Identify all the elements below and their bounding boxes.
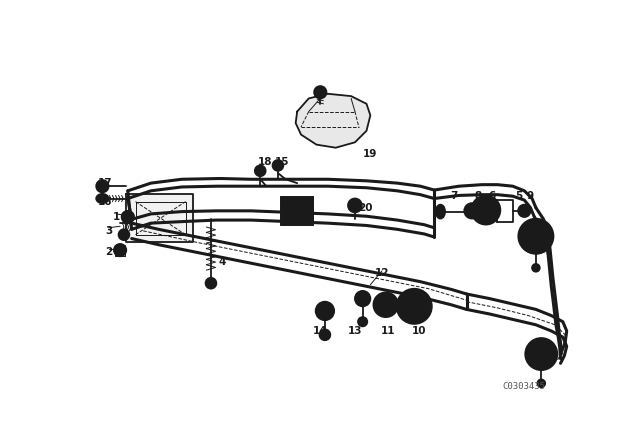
Text: 6: 6 (488, 191, 495, 201)
Circle shape (96, 180, 109, 192)
Circle shape (538, 379, 545, 387)
Text: 4: 4 (219, 257, 226, 267)
Circle shape (538, 350, 545, 358)
Circle shape (464, 203, 480, 219)
Text: C0303435: C0303435 (503, 382, 546, 391)
Text: 12: 12 (374, 268, 389, 278)
Circle shape (519, 220, 553, 253)
Circle shape (403, 296, 425, 317)
Circle shape (527, 227, 545, 246)
Text: 11: 11 (381, 326, 396, 336)
Circle shape (319, 329, 330, 340)
Text: 15: 15 (275, 156, 289, 167)
Text: 8: 8 (474, 191, 482, 201)
Text: 16: 16 (97, 198, 112, 207)
Text: 20: 20 (358, 203, 372, 213)
Circle shape (273, 160, 284, 171)
Circle shape (532, 233, 540, 240)
Text: 10: 10 (412, 326, 426, 336)
Circle shape (373, 293, 398, 317)
Circle shape (379, 298, 393, 312)
Circle shape (118, 229, 129, 240)
Text: 7: 7 (451, 191, 458, 201)
Circle shape (532, 345, 550, 363)
Circle shape (358, 317, 367, 326)
Circle shape (114, 244, 126, 256)
Circle shape (518, 205, 531, 217)
Circle shape (409, 301, 420, 312)
Circle shape (255, 165, 266, 176)
Circle shape (314, 86, 326, 99)
Polygon shape (126, 194, 193, 242)
Text: 3: 3 (105, 226, 112, 236)
Bar (280, 196, 312, 225)
Circle shape (316, 302, 334, 320)
Text: 5: 5 (515, 191, 523, 201)
Ellipse shape (436, 205, 445, 219)
Ellipse shape (96, 194, 109, 203)
Text: 2: 2 (105, 247, 112, 258)
Text: 14: 14 (313, 326, 328, 336)
Circle shape (205, 278, 216, 289)
Circle shape (526, 339, 557, 370)
Circle shape (483, 207, 489, 213)
Text: 17: 17 (97, 178, 112, 188)
Circle shape (122, 211, 134, 223)
Text: 18: 18 (258, 156, 272, 167)
Text: 13: 13 (348, 326, 362, 336)
Circle shape (532, 264, 540, 271)
Circle shape (472, 196, 500, 224)
Text: 19: 19 (363, 149, 378, 159)
Circle shape (397, 289, 431, 323)
Polygon shape (296, 94, 371, 148)
Circle shape (355, 291, 371, 306)
Circle shape (478, 202, 493, 218)
Text: 1: 1 (113, 212, 120, 222)
Circle shape (348, 198, 362, 212)
Text: 9: 9 (527, 191, 534, 201)
